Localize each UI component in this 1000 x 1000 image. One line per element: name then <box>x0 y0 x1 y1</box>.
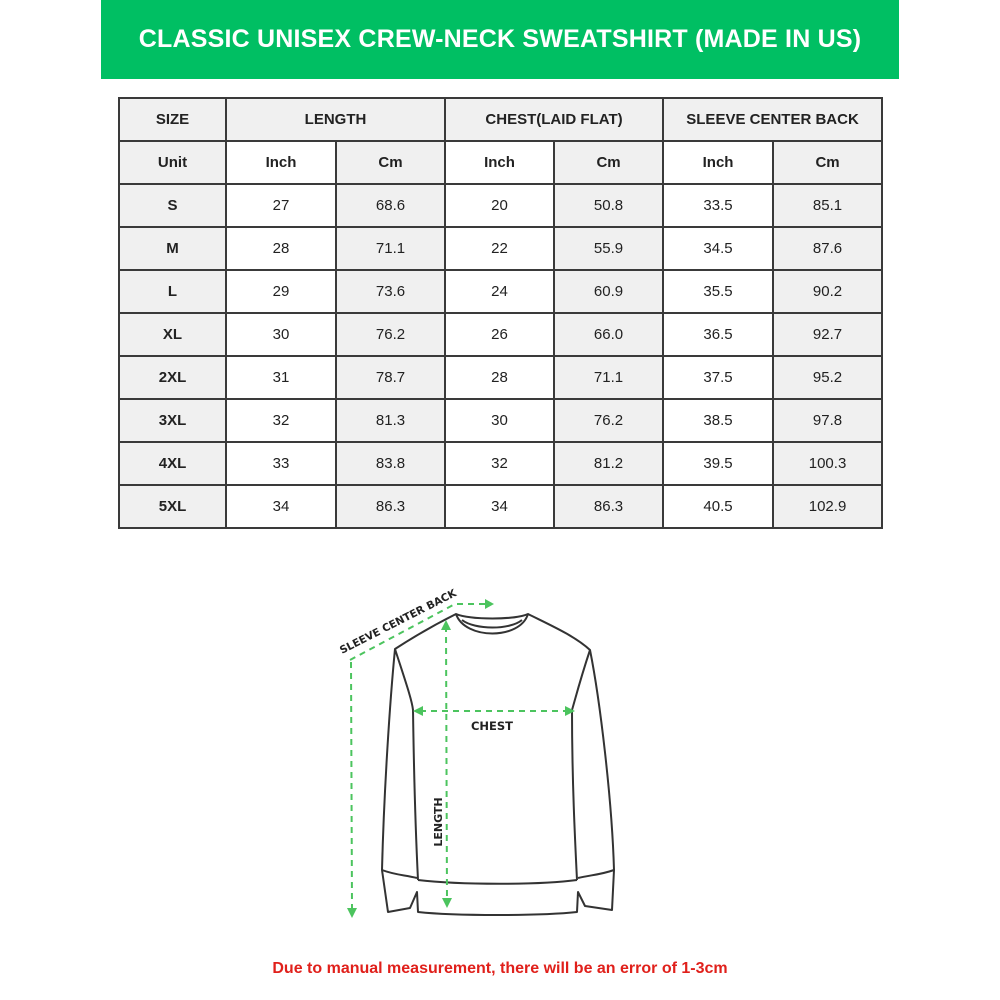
value-cell: 71.1 <box>334 226 447 271</box>
value-cell: 36.5 <box>662 312 775 357</box>
arrow-up-icon <box>441 620 451 630</box>
value-cell: 86.3 <box>553 484 665 529</box>
table-row: S 27 68.6 20 50.8 33.5 85.1 <box>118 183 884 228</box>
size-cell: 5XL <box>118 484 227 529</box>
value-cell: 30 <box>225 312 337 357</box>
size-cell: S <box>118 183 227 228</box>
sweatshirt-outline <box>381 613 615 916</box>
value-cell: 73.6 <box>334 269 447 314</box>
value-cell: 95.2 <box>772 355 884 400</box>
value-cell: 100.3 <box>772 441 884 486</box>
length-measure-line <box>445 625 448 903</box>
size-cell: XL <box>118 312 227 357</box>
unit-row: Unit Inch Cm Inch Cm Inch Cm <box>118 140 884 185</box>
value-cell: 76.2 <box>334 312 447 357</box>
page-title: CLASSIC UNISEX CREW-NECK SWEATSHIRT (MAD… <box>138 25 862 53</box>
value-cell: 27 <box>225 183 337 228</box>
value-cell: 102.9 <box>772 484 884 529</box>
value-cell: 55.9 <box>553 226 665 271</box>
header-size: SIZE <box>118 97 227 142</box>
arrowheads <box>347 599 575 918</box>
value-cell: 66.0 <box>553 312 665 357</box>
size-cell: 3XL <box>118 398 227 443</box>
table-row: XL 30 76.2 26 66.0 36.5 92.7 <box>118 312 884 357</box>
unit-cell: Cm <box>334 140 447 185</box>
length-label: LENGTH <box>432 797 445 846</box>
header-row: SIZE LENGTH CHEST(LAID FLAT) SLEEVE CENT… <box>118 97 884 142</box>
size-cell: M <box>118 226 227 271</box>
value-cell: 31 <box>225 355 337 400</box>
value-cell: 29 <box>225 269 337 314</box>
value-cell: 50.8 <box>553 183 665 228</box>
table-row: M 28 71.1 22 55.9 34.5 87.6 <box>118 226 884 271</box>
arrow-right-icon <box>565 706 575 716</box>
value-cell: 33 <box>225 441 337 486</box>
unit-label: Unit <box>118 140 227 185</box>
value-cell: 28 <box>444 355 556 400</box>
value-cell: 20 <box>444 183 556 228</box>
value-cell: 86.3 <box>334 484 447 529</box>
value-cell: 83.8 <box>334 441 447 486</box>
header-length: LENGTH <box>224 97 447 142</box>
value-cell: 26 <box>444 312 556 357</box>
value-cell: 34.5 <box>662 226 775 271</box>
value-cell: 81.2 <box>553 441 665 486</box>
value-cell: 76.2 <box>553 398 665 443</box>
value-cell: 24 <box>444 269 556 314</box>
measurement-lines <box>349 603 568 911</box>
value-cell: 78.7 <box>334 355 447 400</box>
value-cell: 34 <box>225 484 337 529</box>
value-cell: 87.6 <box>772 226 884 271</box>
table-row: 4XL 33 83.8 32 81.2 39.5 100.3 <box>118 441 884 486</box>
value-cell: 97.8 <box>772 398 884 443</box>
value-cell: 37.5 <box>662 355 775 400</box>
sleeve-vertical-line <box>350 661 353 911</box>
value-cell: 85.1 <box>772 183 884 228</box>
title-banner: CLASSIC UNISEX CREW-NECK SWEATSHIRT (MAD… <box>101 0 899 79</box>
size-cell: 2XL <box>118 355 227 400</box>
unit-cell: Inch <box>225 140 337 185</box>
value-cell: 30 <box>444 398 556 443</box>
value-cell: 34 <box>444 484 556 529</box>
measurement-note: Due to manual measurement, there will be… <box>272 960 728 977</box>
size-chart-table: SIZE LENGTH CHEST(LAID FLAT) SLEEVE CENT… <box>118 97 884 529</box>
value-cell: 32 <box>225 398 337 443</box>
unit-cell: Cm <box>772 140 884 185</box>
unit-cell: Inch <box>662 140 775 185</box>
unit-cell: Inch <box>444 140 556 185</box>
value-cell: 92.7 <box>772 312 884 357</box>
value-cell: 22 <box>444 226 556 271</box>
value-cell: 32 <box>444 441 556 486</box>
value-cell: 39.5 <box>662 441 775 486</box>
arrow-down-icon <box>442 898 452 908</box>
value-cell: 60.9 <box>553 269 665 314</box>
value-cell: 35.5 <box>662 269 775 314</box>
chest-label: CHEST <box>471 719 513 733</box>
value-cell: 71.1 <box>553 355 665 400</box>
size-cell: 4XL <box>118 441 227 486</box>
arrow-right-icon <box>485 599 494 609</box>
value-cell: 68.6 <box>334 183 447 228</box>
header-sleeve: SLEEVE CENTER BACK <box>662 97 884 142</box>
arrow-left-icon <box>413 706 423 716</box>
header-chest: CHEST(LAID FLAT) <box>444 97 665 142</box>
value-cell: 90.2 <box>772 269 884 314</box>
value-cell: 38.5 <box>662 398 775 443</box>
value-cell: 28 <box>225 226 337 271</box>
value-cell: 40.5 <box>662 484 775 529</box>
unit-cell: Cm <box>553 140 665 185</box>
table-row: L 29 73.6 24 60.9 35.5 90.2 <box>118 269 884 314</box>
value-cell: 33.5 <box>662 183 775 228</box>
value-cell: 81.3 <box>334 398 447 443</box>
size-cell: L <box>118 269 227 314</box>
table-row: 2XL 31 78.7 28 71.1 37.5 95.2 <box>118 355 884 400</box>
table-row: 3XL 32 81.3 30 76.2 38.5 97.8 <box>118 398 884 443</box>
arrow-down-icon <box>347 908 357 918</box>
table-row: 5XL 34 86.3 34 86.3 40.5 102.9 <box>118 484 884 529</box>
